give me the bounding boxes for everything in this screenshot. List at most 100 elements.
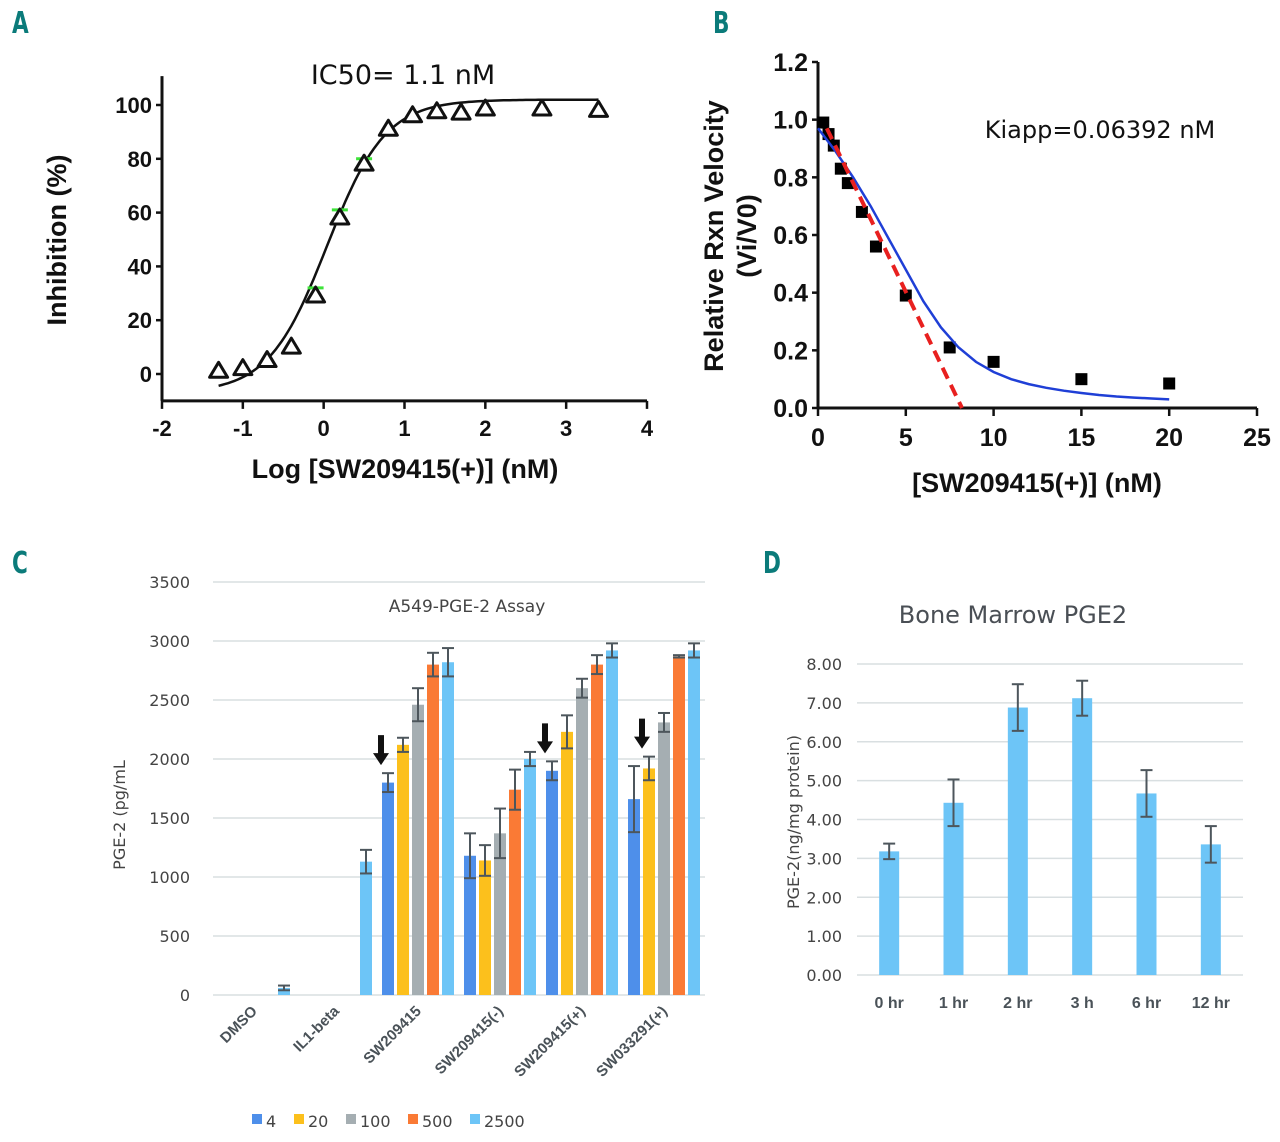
panel-a-ylabel: Inhibition (%) — [42, 155, 72, 326]
y-tick-label: 8.00 — [806, 655, 842, 674]
legend-label: 20 — [308, 1112, 328, 1131]
down-arrow-icon — [634, 718, 650, 749]
x-tick-label: 1 hr — [939, 995, 968, 1012]
y-tick-label: 20 — [128, 308, 152, 333]
legend-swatch — [470, 1114, 480, 1124]
bar — [479, 860, 491, 995]
data-point — [450, 102, 472, 121]
data-point — [426, 101, 448, 120]
y-tick-label: 100 — [115, 93, 152, 118]
bar — [673, 656, 685, 995]
panel-b-ylabel-line2: (Vi/V0) — [732, 194, 762, 278]
bar — [464, 855, 476, 995]
x-tick-label: 3 h — [1071, 995, 1094, 1012]
x-tick-label: 20 — [1155, 424, 1183, 452]
bar — [879, 851, 900, 975]
down-arrow-icon — [537, 723, 553, 754]
legend-label: 100 — [360, 1112, 391, 1131]
data-point — [869, 240, 882, 253]
bar — [494, 833, 506, 995]
x-tick-label: 5 — [899, 424, 913, 452]
y-tick-label: 40 — [128, 254, 152, 279]
fit-curve — [218, 98, 599, 388]
x-tick-label: SW033291(+) — [593, 1003, 671, 1081]
bar — [397, 744, 409, 995]
y-tick-label: 4.00 — [806, 811, 842, 830]
y-tick-label: 6.00 — [806, 733, 842, 752]
panel-b-annotation: Kiapp=0.06392 nM — [985, 116, 1215, 144]
panel-d-title: Bone Marrow PGE2 — [899, 601, 1127, 629]
x-tick-label: 1 — [398, 416, 410, 441]
bar — [943, 802, 964, 975]
panel-b: Kiapp=0.06392 nM [SW209415(+)] (nM) Rela… — [699, 49, 1271, 498]
y-tick-label: 7.00 — [806, 694, 842, 713]
y-tick-label: 0 — [140, 362, 152, 387]
bar — [658, 722, 670, 995]
panel-a: IC50= 1.1 nM Log [SW209415(+)] (nM) Inhi… — [42, 60, 654, 484]
panel-c-title: A549-PGE-2 Assay — [389, 597, 546, 617]
down-arrow-icon — [373, 735, 389, 766]
bar — [278, 987, 290, 995]
y-tick-label: 1500 — [149, 809, 190, 828]
bar — [1072, 698, 1093, 975]
legend-swatch — [252, 1114, 262, 1124]
y-tick-label: 1.0 — [773, 107, 808, 135]
y-tick-label: 3500 — [149, 573, 190, 592]
x-tick-label: DMSO — [217, 1003, 261, 1047]
legend-label: 2500 — [484, 1112, 525, 1131]
data-point — [1075, 373, 1088, 386]
data-point — [899, 289, 912, 302]
y-tick-label: 3.00 — [806, 849, 842, 868]
panel-a-xlabel: Log [SW209415(+)] (nM) — [252, 454, 559, 484]
y-tick-label: 500 — [159, 927, 190, 946]
data-point — [1163, 377, 1176, 390]
bar — [628, 799, 640, 995]
x-tick-label: 2 hr — [1003, 995, 1032, 1012]
data-point — [208, 360, 230, 379]
data-point — [329, 207, 351, 226]
data-point — [987, 355, 1000, 368]
bar — [576, 688, 588, 995]
y-tick-label: 3000 — [149, 632, 190, 651]
y-tick-label: 0 — [180, 986, 190, 1005]
data-point — [377, 118, 399, 137]
initial-slope-line — [824, 127, 964, 409]
y-tick-label: 2.00 — [806, 888, 842, 907]
data-point — [943, 341, 956, 354]
data-point — [256, 350, 278, 369]
bar — [643, 768, 655, 995]
legend-label: 4 — [266, 1112, 276, 1131]
x-tick-label: 10 — [980, 424, 1008, 452]
data-point — [817, 116, 830, 129]
legend-label: 500 — [422, 1112, 453, 1131]
bar — [546, 770, 558, 995]
bar — [442, 662, 454, 995]
y-tick-label: 80 — [128, 147, 152, 172]
panel-b-ylabel-line1: Relative Rxn Velocity — [699, 100, 729, 372]
data-point — [474, 98, 496, 117]
y-tick-label: 1.2 — [773, 49, 808, 77]
y-tick-label: 0.6 — [773, 222, 808, 250]
x-tick-label: 0 — [811, 424, 825, 452]
y-tick-label: 60 — [128, 201, 152, 226]
y-tick-label: 0.2 — [773, 337, 808, 365]
data-point — [402, 105, 424, 124]
bar — [561, 731, 573, 995]
bar — [382, 782, 394, 995]
bar — [524, 759, 536, 995]
bar — [1136, 793, 1157, 975]
x-tick-label: 3 — [560, 416, 572, 441]
panel-c: A549-PGE-2 Assay PGE-2 (pg/mL 0 500 1000 15… — [110, 573, 705, 1131]
x-tick-label: 0 — [318, 416, 330, 441]
data-point — [353, 153, 375, 172]
panel-c-ylabel: PGE-2 (pg/mL — [110, 760, 129, 870]
fit-curve — [817, 127, 1170, 401]
data-point — [280, 336, 302, 355]
bar — [1007, 707, 1028, 975]
bar — [509, 789, 521, 995]
panel-a-annotation: IC50= 1.1 nM — [311, 60, 495, 91]
bar — [606, 650, 618, 995]
data-point — [855, 205, 868, 218]
y-tick-label: 2500 — [149, 691, 190, 710]
x-tick-label: IL1-beta — [290, 1002, 343, 1055]
